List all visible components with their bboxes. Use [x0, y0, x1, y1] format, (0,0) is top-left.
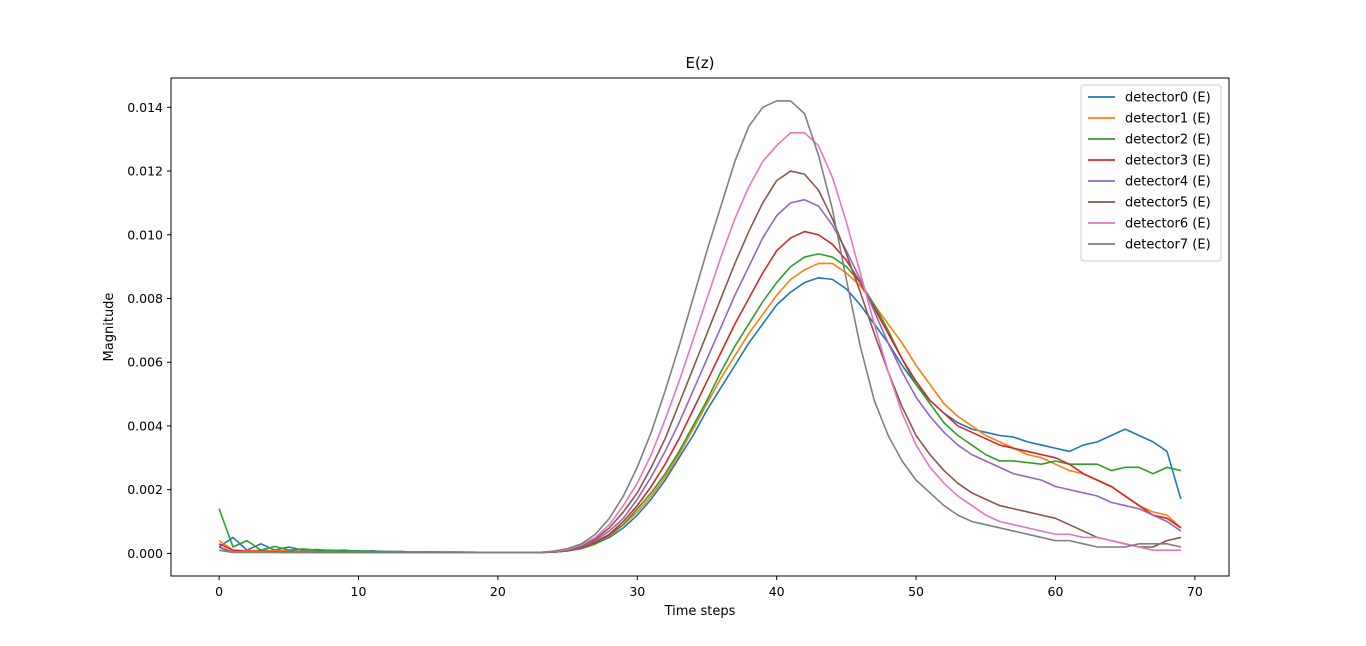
y-tick-label: 0.010: [127, 227, 163, 242]
series-line-detector2: [218, 253, 1182, 554]
y-axis-title: Magnitude: [102, 293, 117, 362]
y-tick-label: 0.014: [127, 100, 163, 115]
y-axis: 0.000 0.002 0.004 0.006 0.008 0.010 0.012 0.014: [127, 100, 171, 561]
y-tick-label: 0.012: [127, 164, 163, 179]
x-tick-label: 40: [769, 584, 785, 599]
x-tick-label: 50: [908, 584, 924, 599]
chart-title: E(z): [685, 54, 714, 72]
x-tick-label: 0: [215, 584, 223, 599]
y-tick-label: 0.004: [127, 418, 163, 433]
x-axis: 0 10 20 30 40 50 60 70: [215, 576, 1203, 599]
y-tick-label: 0.006: [127, 355, 163, 370]
legend-label: detector4 (E): [1125, 175, 1211, 190]
x-tick-label: 10: [351, 584, 367, 599]
x-tick-label: 20: [490, 584, 506, 599]
legend-label: detector6 (E): [1125, 217, 1211, 232]
x-tick-label: 60: [1048, 584, 1064, 599]
legend-label: detector0 (E): [1125, 91, 1211, 106]
x-tick-label: 70: [1187, 584, 1203, 599]
x-tick-label: 30: [629, 584, 645, 599]
legend-box: [1080, 84, 1222, 262]
y-tick-label: 0.002: [127, 482, 163, 497]
y-tick-label: 0.000: [127, 546, 163, 561]
x-axis-title: Time steps: [664, 604, 736, 619]
plot-area: [170, 77, 1230, 577]
legend-label: detector7 (E): [1125, 238, 1211, 253]
legend-label: detector5 (E): [1125, 196, 1211, 211]
legend-label: detector2 (E): [1125, 133, 1211, 148]
series-line-detector7: [218, 100, 1182, 554]
legend: detector0 (E) detector1 (E) detector2 (E) d…: [1080, 84, 1222, 262]
y-tick-label: 0.008: [127, 291, 163, 306]
legend-label: detector3 (E): [1125, 154, 1211, 169]
axes-frame: [170, 77, 1230, 577]
legend-label: detector1 (E): [1125, 112, 1211, 127]
